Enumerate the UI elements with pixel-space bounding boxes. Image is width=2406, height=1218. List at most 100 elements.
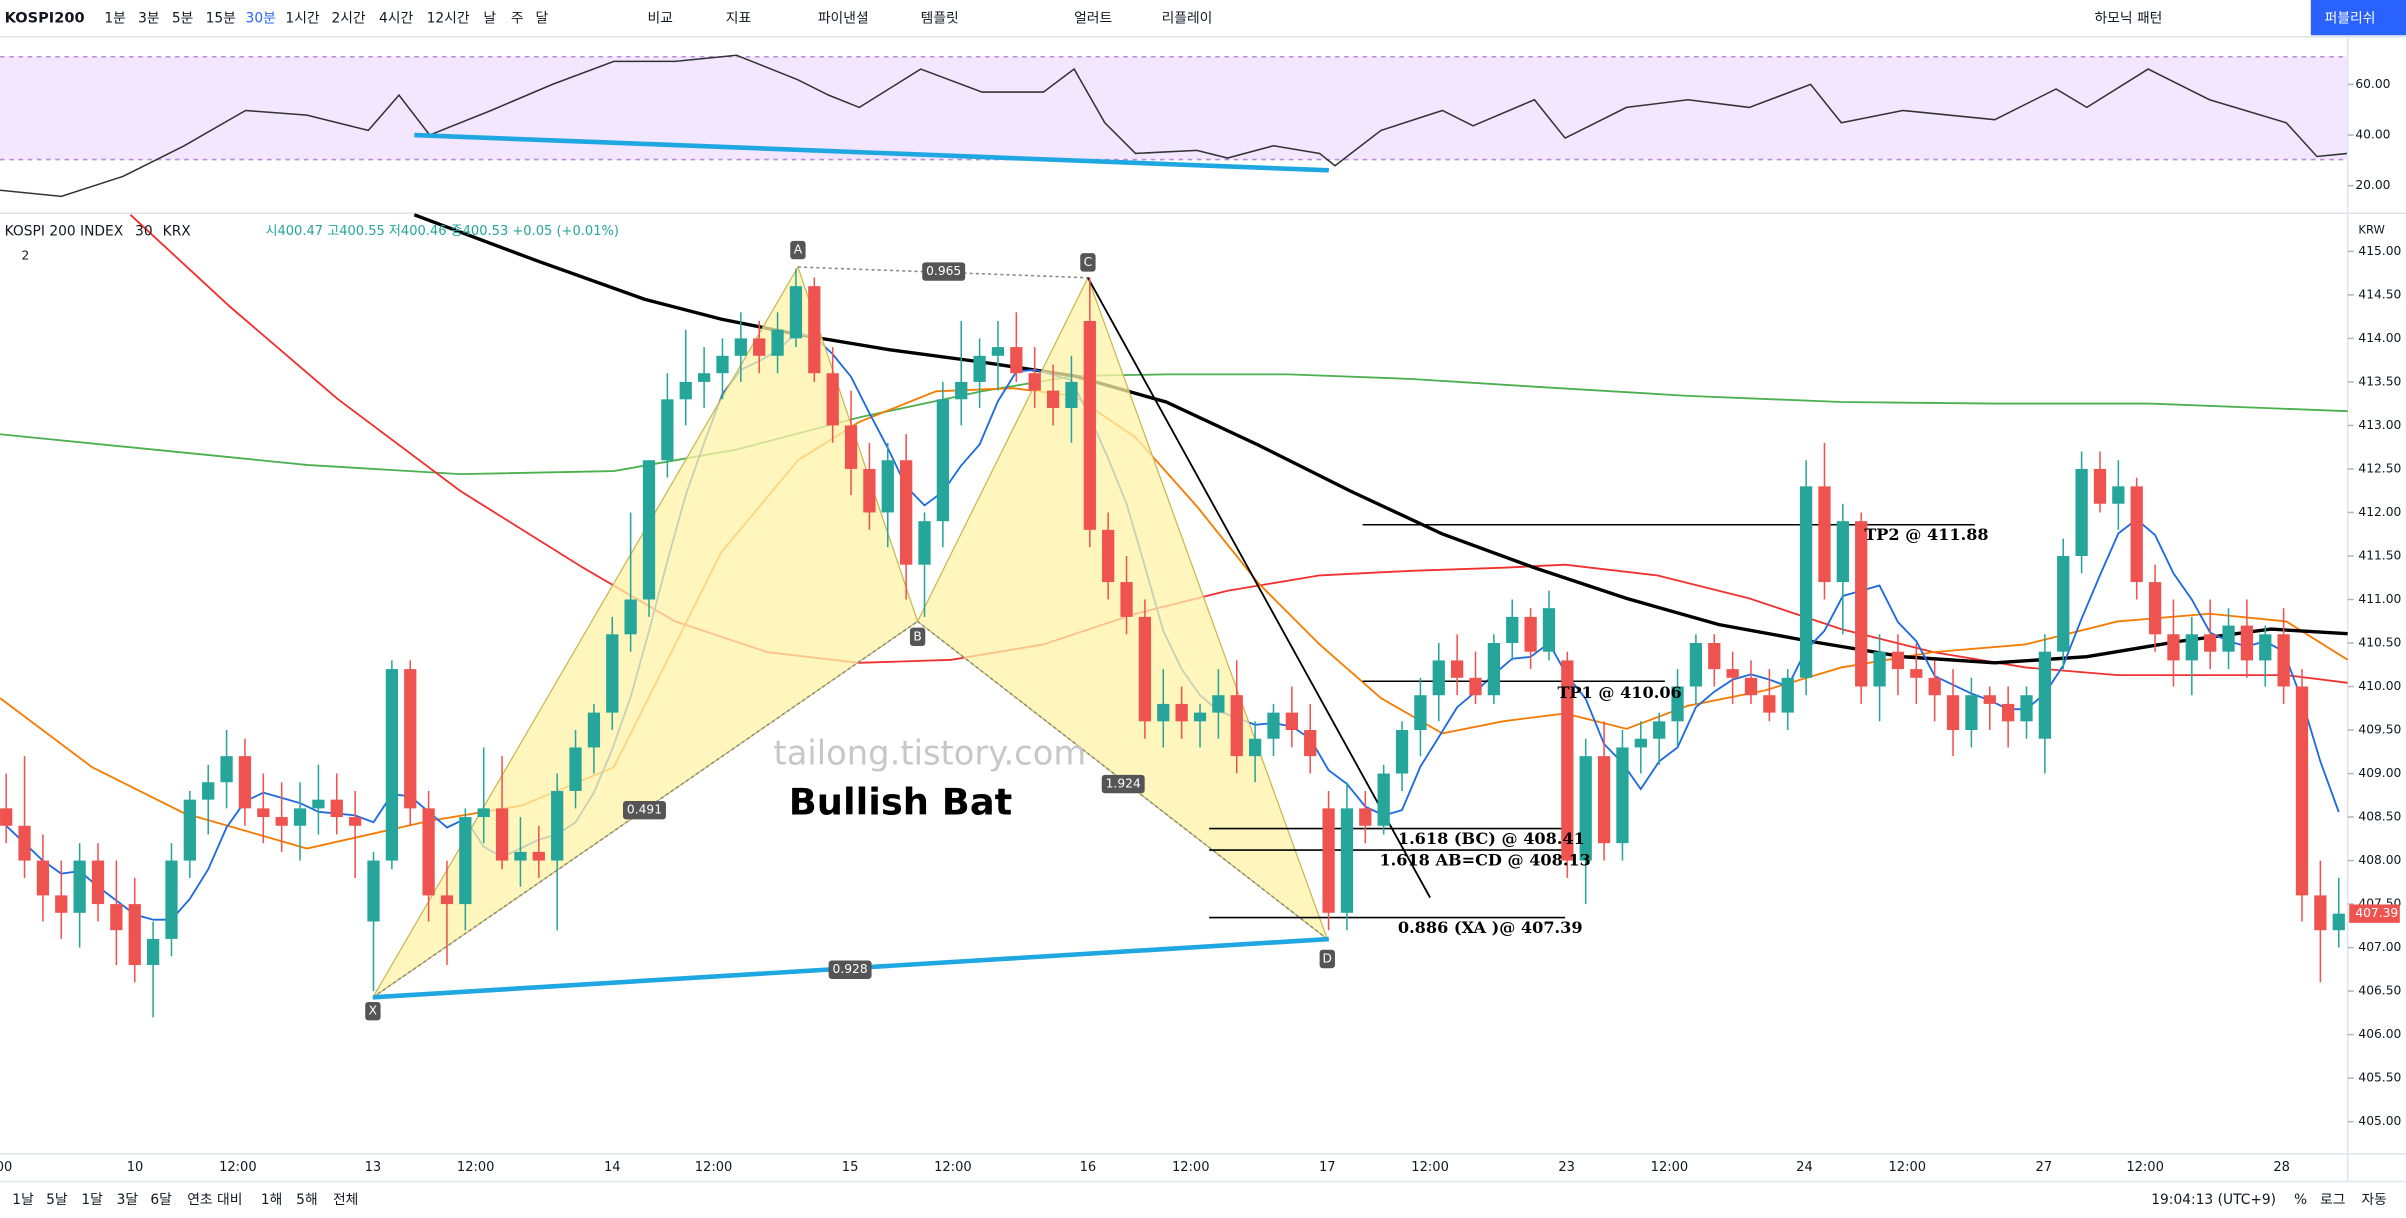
price-tick-label: 412.50 xyxy=(2358,461,2401,475)
range-button[interactable]: 전체 xyxy=(333,1192,358,1208)
interval-button[interactable]: 4시간 xyxy=(379,10,413,26)
rsi-tick-label: 40.00 xyxy=(2355,128,2390,142)
candle-body xyxy=(1579,756,1592,861)
candle-body xyxy=(900,460,913,565)
price-tick-label: 409.50 xyxy=(2358,723,2401,737)
time-label: 13 xyxy=(365,1160,382,1175)
price-tick-label: 408.50 xyxy=(2358,810,2401,824)
toolbar-button[interactable]: 템플릿 xyxy=(921,10,959,26)
range-button[interactable]: 6달 xyxy=(150,1192,172,1208)
candle-body xyxy=(844,425,858,469)
candle-body xyxy=(1248,738,1262,757)
candle-body xyxy=(293,808,307,826)
candle-body xyxy=(1910,669,1923,678)
interval-button[interactable]: 30분 xyxy=(246,10,276,26)
time-label: 12:00 xyxy=(1651,1160,1689,1175)
candle-body xyxy=(1983,695,1996,704)
range-button[interactable]: 5해 xyxy=(296,1192,317,1208)
level-label: 1.618 AB=CD @ 408.13 xyxy=(1379,850,1590,869)
candle-body xyxy=(422,808,435,896)
candle-body xyxy=(1542,608,1556,652)
clock: 19:04:13 (UTC+9) xyxy=(2151,1192,2276,1208)
interval-button[interactable]: 12시간 xyxy=(427,10,470,26)
candle-body xyxy=(1028,373,1041,391)
candle-body xyxy=(18,825,31,861)
candle-body xyxy=(2259,634,2272,661)
level-lines xyxy=(1209,523,1975,919)
price-tick-label: 407.00 xyxy=(2358,940,2401,954)
scale-option[interactable]: % xyxy=(2294,1192,2307,1208)
toolbar-button[interactable]: 퍼블리쉬 xyxy=(2325,10,2376,26)
price-tick-label: 405.50 xyxy=(2358,1071,2401,1085)
interval-button[interactable]: 달 xyxy=(536,10,549,26)
range-button[interactable]: 1해 xyxy=(261,1192,282,1208)
candle-body xyxy=(1763,695,1776,713)
price-tick-label: 409.00 xyxy=(2358,766,2401,780)
range-button[interactable]: 5날 xyxy=(46,1192,68,1208)
candle-body xyxy=(2204,634,2217,652)
candle-body xyxy=(477,808,490,818)
candle-body xyxy=(1836,521,1849,583)
candle-body xyxy=(1267,712,1280,739)
candle-body xyxy=(771,329,784,356)
pattern-point: D xyxy=(1323,951,1332,965)
trend-line xyxy=(1087,277,1431,899)
candle-body xyxy=(2240,625,2254,661)
toolbar-button[interactable]: 비교 xyxy=(648,10,673,26)
candle-body xyxy=(1212,695,1225,713)
candle-body xyxy=(385,669,399,861)
candle-body xyxy=(955,381,968,400)
range-button[interactable]: 1달 xyxy=(81,1192,103,1208)
toolbar-button[interactable]: 하모닉 패턴 xyxy=(2094,10,2162,26)
candle-body xyxy=(1469,677,1482,696)
time-label: 14 xyxy=(604,1160,621,1175)
candle-body xyxy=(2332,913,2345,931)
candle-body xyxy=(918,521,931,565)
interval-button[interactable]: 주 xyxy=(511,10,524,26)
publish-button[interactable] xyxy=(2310,0,2406,36)
price-tick-label: 406.00 xyxy=(2358,1027,2401,1041)
scale-option[interactable]: 로그 xyxy=(2320,1192,2345,1208)
candle-body xyxy=(2314,895,2327,931)
candle-body xyxy=(2130,486,2143,583)
candle-body xyxy=(1689,642,1703,687)
candle-body xyxy=(1377,773,1390,826)
pattern-title: Bullish Bat xyxy=(789,781,1013,824)
range-button[interactable]: 1날 xyxy=(12,1192,34,1208)
interval-button[interactable]: 5분 xyxy=(172,10,193,26)
price-tick-label: 411.50 xyxy=(2358,548,2401,562)
candle-body xyxy=(1744,677,1758,696)
ratio-bg xyxy=(1101,774,1145,794)
toolbar-button[interactable]: 리플레이 xyxy=(1162,10,1213,26)
candle-body xyxy=(1671,686,1684,722)
toolbar xyxy=(0,0,2406,37)
interval-button[interactable]: 15분 xyxy=(206,10,236,26)
interval-button[interactable]: 1시간 xyxy=(285,10,319,26)
price-tick-label: 412.00 xyxy=(2358,505,2401,519)
candle-body xyxy=(1946,695,1960,731)
candle-body xyxy=(1046,390,1060,409)
scale-option[interactable]: 자동 xyxy=(2361,1192,2386,1208)
toolbar-button[interactable]: 얼러트 xyxy=(1074,10,1112,26)
range-button[interactable]: 연초 대비 xyxy=(187,1192,242,1208)
interval-button[interactable]: 날 xyxy=(483,10,496,26)
interval-button[interactable]: 1분 xyxy=(104,10,125,26)
pattern-ac xyxy=(797,266,1088,279)
interval-button[interactable]: 2시간 xyxy=(331,10,365,26)
candle-body xyxy=(2002,703,2015,722)
time-label: 00 xyxy=(0,1160,12,1175)
rsi-divergence-line xyxy=(414,132,1329,173)
toolbar-button[interactable]: 지표 xyxy=(726,10,751,26)
candle-body xyxy=(1395,730,1409,774)
candle-body xyxy=(1432,660,1445,696)
toolbar-button[interactable]: 파이낸셜 xyxy=(818,10,869,26)
candle-body xyxy=(808,286,821,374)
interval-button[interactable]: 3분 xyxy=(138,10,159,26)
candle-body xyxy=(1138,616,1152,722)
pattern-point-bg xyxy=(1319,949,1335,969)
range-button[interactable]: 3달 xyxy=(117,1192,139,1208)
price-tick-label: 413.00 xyxy=(2358,418,2401,432)
candle-body xyxy=(1322,808,1335,913)
candle-body xyxy=(73,860,86,913)
time-label: 24 xyxy=(1796,1160,1813,1175)
